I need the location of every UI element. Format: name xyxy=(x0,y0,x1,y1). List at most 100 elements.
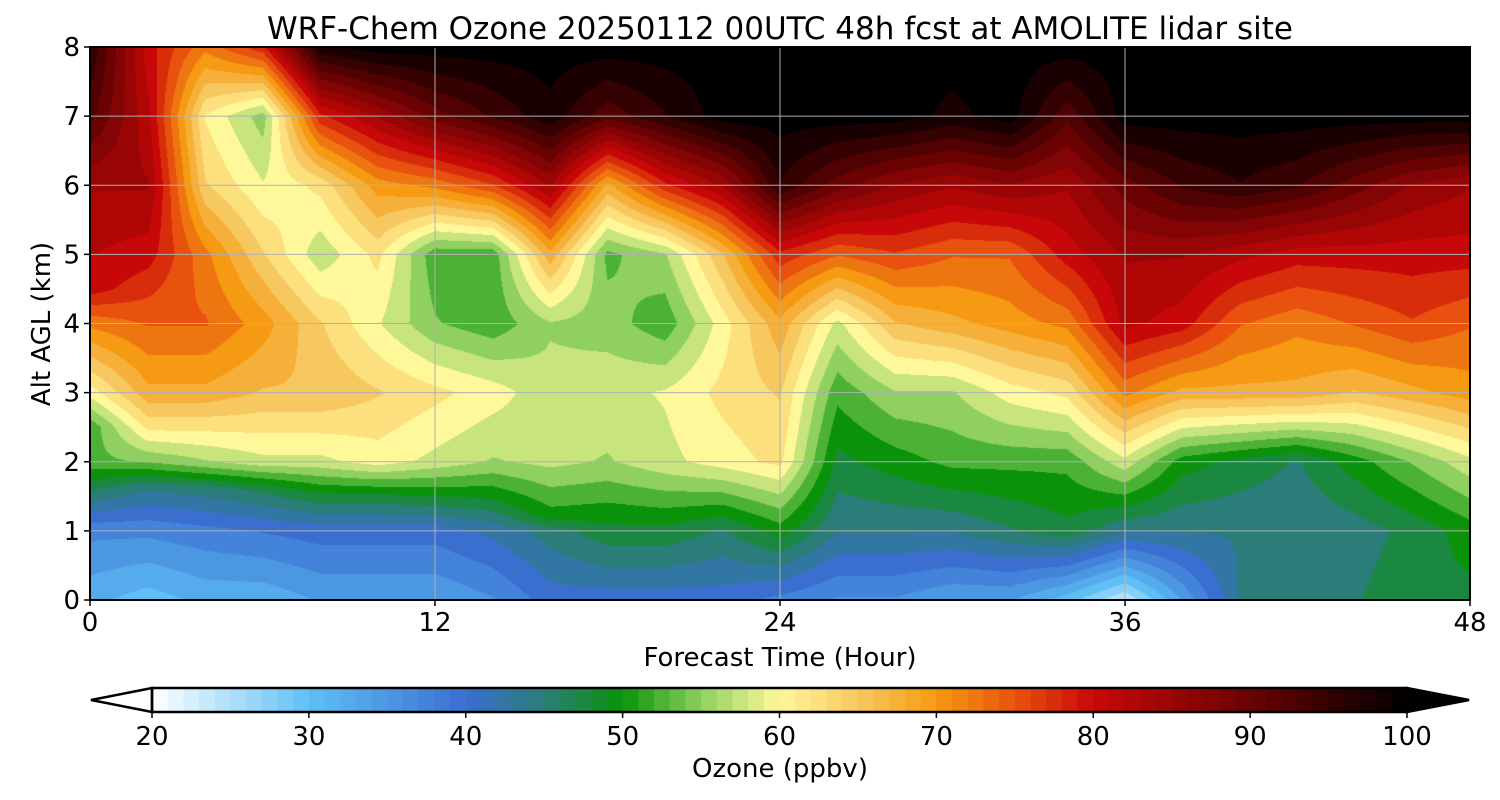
colorbar-swatch xyxy=(497,688,514,712)
colorbar-swatch xyxy=(1203,688,1220,712)
colorbar-swatch xyxy=(983,688,1000,712)
colorbar-swatch xyxy=(779,688,796,712)
colorbar-ticks: 20 30 40 50 60 70 80 90 100 xyxy=(135,712,1432,752)
colorbar-swatch xyxy=(387,688,404,712)
colorbar-tick-label: 100 xyxy=(1382,722,1432,752)
colorbar-swatch xyxy=(920,688,937,712)
chart-title: WRF-Chem Ozone 20250112 00UTC 48h fcst a… xyxy=(267,11,1293,47)
colorbar-swatch xyxy=(1077,688,1094,712)
grid-lines xyxy=(90,47,1470,600)
colorbar-swatch xyxy=(1359,688,1377,712)
y-axis: 0 1 2 3 4 5 6 7 8 xyxy=(63,33,90,616)
y-tick-label: 1 xyxy=(63,517,80,547)
colorbar-swatch xyxy=(1030,688,1047,712)
colorbar-tick-label: 40 xyxy=(449,722,482,752)
y-axis-label: Alt AGL (km) xyxy=(27,242,57,406)
x-axis-label: Forecast Time (Hour) xyxy=(643,643,916,673)
colorbar-swatch xyxy=(1312,688,1330,712)
colorbar-swatch xyxy=(873,688,890,712)
colorbar-swatch xyxy=(952,688,969,712)
x-tick-label: 0 xyxy=(82,608,99,638)
colorbar-swatch xyxy=(183,688,200,712)
colorbar-swatch xyxy=(669,688,686,712)
colorbar-swatch xyxy=(1156,688,1173,712)
colorbar-swatch xyxy=(999,688,1016,712)
colorbar-swatch xyxy=(795,688,812,712)
colorbar-tick-label: 30 xyxy=(292,722,325,752)
colorbar-swatch xyxy=(857,688,875,712)
x-tick-label: 48 xyxy=(1453,608,1486,638)
colorbar-swatch xyxy=(214,688,232,712)
colorbar-swatch xyxy=(199,688,216,712)
colorbar-swatch xyxy=(434,688,451,712)
colorbar-swatch xyxy=(340,688,357,712)
colorbar-swatch xyxy=(591,688,608,712)
colorbar-swatch xyxy=(261,688,279,712)
y-tick-label: 4 xyxy=(63,310,80,340)
colorbar: 20 30 40 50 60 70 80 90 100 Ozone (ppbv) xyxy=(90,686,1470,784)
colorbar-swatches xyxy=(152,688,1408,712)
colorbar-swatch xyxy=(842,688,859,712)
colorbar-swatch xyxy=(293,688,310,712)
colorbar-swatch xyxy=(1140,688,1157,712)
colorbar-swatch xyxy=(889,688,906,712)
colorbar-tick-label: 70 xyxy=(920,722,953,752)
y-tick-label: 2 xyxy=(63,448,80,478)
colorbar-swatch xyxy=(246,688,263,712)
colorbar-swatch xyxy=(481,688,498,712)
colorbar-swatch xyxy=(403,688,420,712)
colorbar-swatch xyxy=(638,688,655,712)
colorbar-label: Ozone (ppbv) xyxy=(692,754,868,784)
colorbar-swatch xyxy=(716,688,734,712)
colorbar-swatch xyxy=(685,688,702,712)
x-tick-label: 12 xyxy=(418,608,451,638)
colorbar-swatch xyxy=(230,688,247,712)
colorbar-swatch xyxy=(355,688,373,712)
colorbar-swatch xyxy=(826,688,843,712)
colorbar-swatch xyxy=(810,688,828,712)
colorbar-swatch xyxy=(575,688,592,712)
y-tick-label: 6 xyxy=(63,171,80,201)
colorbar-max-extension xyxy=(1405,686,1470,714)
colorbar-swatch xyxy=(1187,688,1204,712)
colorbar-swatch xyxy=(465,688,483,712)
colorbar-swatch xyxy=(1171,688,1188,712)
x-tick-label: 24 xyxy=(763,608,796,638)
colorbar-swatch xyxy=(732,688,749,712)
colorbar-min-extension xyxy=(90,686,154,714)
colorbar-tick-label: 80 xyxy=(1077,722,1110,752)
colorbar-swatch xyxy=(450,688,467,712)
colorbar-swatch xyxy=(559,688,577,712)
colorbar-swatch xyxy=(167,688,184,712)
colorbar-swatch xyxy=(324,688,341,712)
colorbar-swatch xyxy=(1297,688,1314,712)
colorbar-tick-label: 20 xyxy=(135,722,168,752)
colorbar-swatch xyxy=(1250,688,1267,712)
colorbar-swatch xyxy=(1234,688,1251,712)
colorbar-swatch xyxy=(152,688,169,712)
colorbar-swatch xyxy=(1218,688,1236,712)
colorbar-swatch xyxy=(622,688,639,712)
colorbar-swatch xyxy=(748,688,765,712)
colorbar-swatch xyxy=(701,688,718,712)
colorbar-swatch xyxy=(1093,688,1110,712)
x-tick-label: 36 xyxy=(1108,608,1141,638)
colorbar-swatch xyxy=(1344,688,1361,712)
colorbar-tick-label: 50 xyxy=(606,722,639,752)
colorbar-swatch xyxy=(528,688,545,712)
plot-area xyxy=(89,46,1471,601)
colorbar-swatch xyxy=(905,688,922,712)
colorbar-swatch xyxy=(1108,688,1126,712)
y-tick-label: 5 xyxy=(63,240,80,270)
colorbar-swatch xyxy=(967,688,985,712)
colorbar-tick-label: 60 xyxy=(763,722,796,752)
colorbar-swatch xyxy=(1281,688,1298,712)
y-tick-label: 7 xyxy=(63,102,80,132)
colorbar-swatch xyxy=(418,688,435,712)
colorbar-swatch xyxy=(763,688,781,712)
colorbar-swatch xyxy=(512,688,530,712)
colorbar-tick-label: 90 xyxy=(1234,722,1267,752)
colorbar-swatch xyxy=(936,688,953,712)
y-tick-label: 3 xyxy=(63,379,80,409)
